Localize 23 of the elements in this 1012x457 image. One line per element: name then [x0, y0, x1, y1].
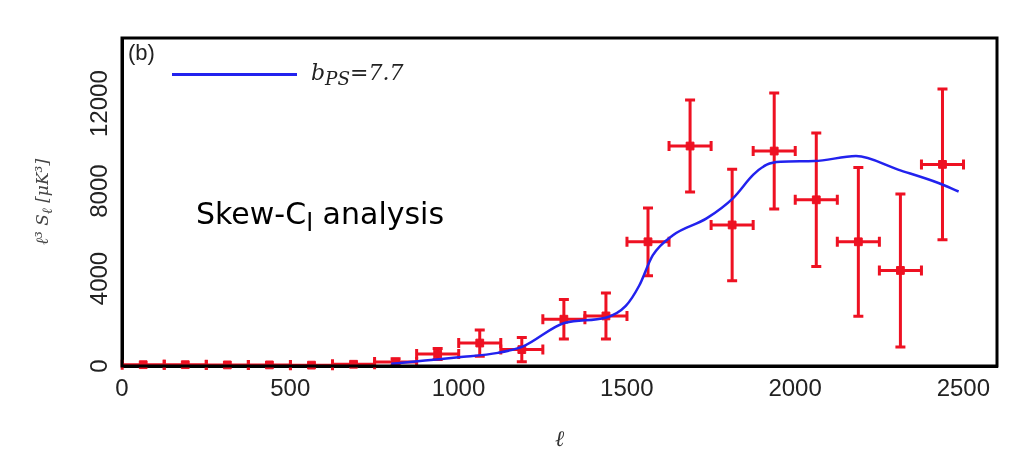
point — [727, 220, 737, 230]
point — [475, 338, 485, 348]
point — [769, 146, 779, 156]
x-tick-label: 500 — [270, 374, 311, 402]
x-tick-label: 1500 — [600, 374, 654, 402]
x-tick-label: 0 — [115, 374, 129, 402]
point — [685, 141, 695, 151]
x-tick-label: 2500 — [936, 374, 991, 402]
point — [853, 237, 863, 247]
y-tick-label: 0 — [84, 359, 112, 373]
x-axis-title: ℓ — [554, 425, 565, 451]
y-tick-label: 4000 — [84, 251, 112, 306]
point — [811, 195, 821, 205]
annotation: Skew-C$_{l}$ analysis — [196, 196, 445, 237]
annotation: (b) — [128, 40, 155, 66]
y-tick-label: 8000 — [84, 164, 112, 218]
text: b$_{PS}$=7.7 — [311, 60, 404, 90]
point — [896, 266, 905, 275]
x-tick-label: 1000 — [431, 374, 486, 402]
x-tick-label: 2000 — [768, 374, 822, 402]
point — [938, 160, 947, 169]
y-tick-label: 12000 — [84, 70, 112, 137]
point — [643, 237, 653, 247]
